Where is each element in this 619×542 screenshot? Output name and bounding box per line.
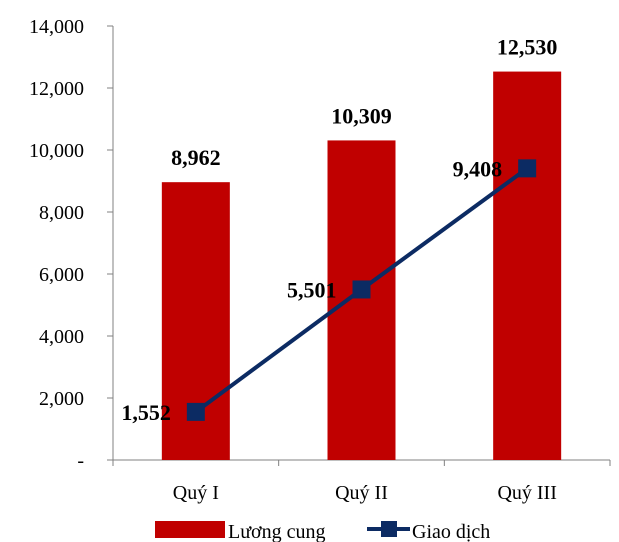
- legend: Lương cung Giao dịch: [155, 521, 490, 542]
- y-tick-label: -: [77, 450, 84, 472]
- y-tick-label: 14,000: [29, 16, 84, 38]
- x-tick-label: Quý II: [335, 482, 388, 504]
- y-tick-label: 8,000: [39, 202, 84, 224]
- bar-series: [161, 71, 562, 461]
- bar: [327, 140, 396, 460]
- y-axis-ticks: - 2,000 4,000 6,000 8,000 10,000 12,000 14,000: [29, 16, 113, 472]
- bar-value-label: 8,962: [171, 145, 221, 170]
- y-tick-label: 6,000: [39, 264, 84, 286]
- legend-line-marker: [381, 521, 397, 537]
- line-value-label: 9,408: [453, 156, 503, 181]
- line-value-label: 1,552: [121, 400, 171, 425]
- x-tick-label: Quý III: [497, 482, 556, 504]
- x-tick-label: Quý I: [173, 482, 219, 504]
- legend-bar-swatch: [155, 521, 225, 538]
- y-tick-label: 4,000: [39, 326, 84, 348]
- y-tick-label: 12,000: [29, 78, 84, 100]
- data-labels: 8,962 10,309 12,530 1,552 5,501 9,408: [121, 35, 557, 425]
- x-axis-ticks: Quý I Quý II Quý III: [112, 460, 611, 504]
- bar-value-label: 10,309: [331, 103, 392, 128]
- legend-label-bar: Lương cung: [228, 521, 326, 542]
- bar: [493, 71, 562, 460]
- line-series: [186, 159, 537, 421]
- line-marker: [186, 402, 205, 421]
- line-marker: [518, 159, 537, 178]
- line-value-label: 5,501: [287, 277, 337, 302]
- legend-label-line: Giao dịch: [412, 521, 490, 542]
- bar-value-label: 12,530: [497, 35, 558, 60]
- y-tick-label: 10,000: [29, 140, 84, 162]
- y-tick-label: 2,000: [39, 388, 84, 410]
- line-marker: [352, 280, 371, 299]
